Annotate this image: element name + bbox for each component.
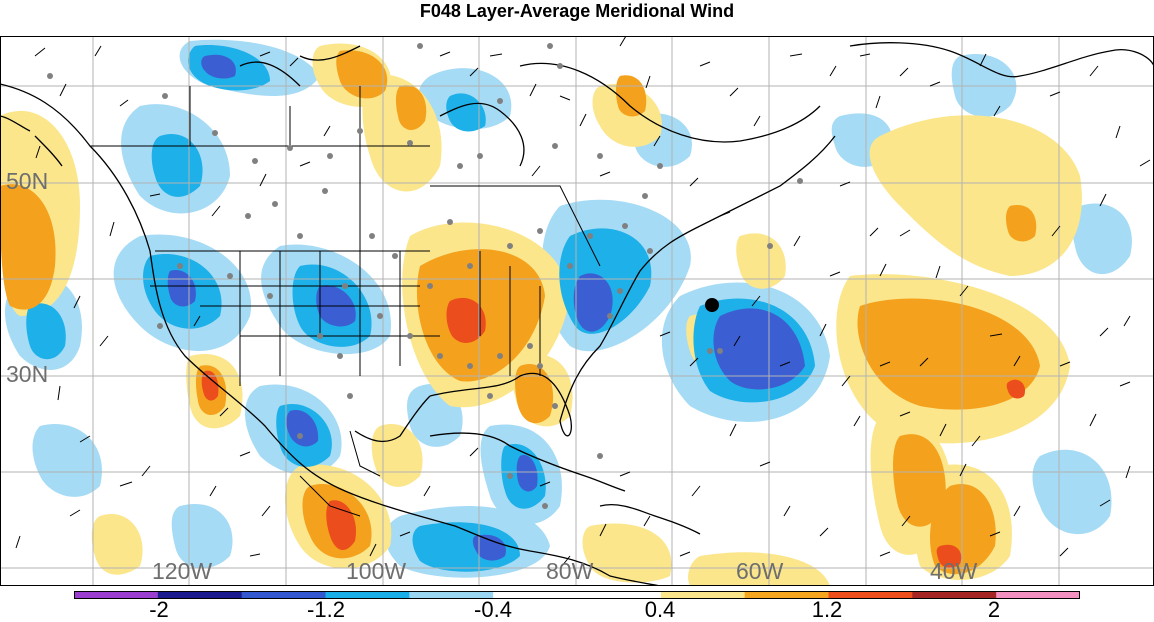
colorbar-tick-label: 2 — [987, 597, 1001, 622]
lat-label-30n: 30N — [6, 361, 49, 387]
colorbar-swatch — [996, 591, 1080, 599]
highlight-station-dot — [705, 298, 719, 312]
colorbar-swatch — [241, 591, 326, 599]
orange-contours — [0, 50, 1040, 575]
colorbar-swatch — [409, 591, 494, 599]
colorbar — [74, 591, 1080, 599]
colorbar-swatch — [74, 591, 159, 599]
lon-label-80w: 80W — [546, 558, 594, 584]
colorbar-border — [74, 591, 1080, 599]
colorbar-swatch — [157, 591, 243, 599]
colorbar-swatch — [577, 591, 662, 599]
station-dots — [47, 43, 803, 509]
wind-barbs — [15, 36, 1151, 567]
colorbar-swatch — [660, 591, 746, 599]
map-canvas — [0, 36, 1154, 586]
lat-label-50n: 50N — [6, 168, 49, 194]
colorbar-swatch — [325, 591, 410, 599]
lon-label-120w: 120W — [152, 558, 213, 584]
coastlines — [0, 42, 1154, 586]
colorbar-tick-label: -1.2 — [307, 597, 345, 622]
state-borders — [90, 86, 601, 517]
map-title: F048 Layer-Average Meridional Wind — [419, 1, 735, 21]
colorbar-tick-label: 1.2 — [811, 597, 843, 622]
colorbar-swatch — [744, 591, 829, 599]
colorbar-tick-label: -0.4 — [474, 597, 512, 622]
colorbar-tick-label: 0.4 — [644, 597, 676, 622]
colorbar-swatch — [828, 591, 913, 599]
colorbar-tick-label: -2 — [149, 597, 169, 622]
lon-label-100w: 100W — [346, 558, 407, 584]
wind-map: 50N 30N 120W 100W 80W 60W 40W — [0, 36, 1154, 586]
colorbar-swatches — [74, 591, 1080, 599]
colorbar-swatch — [912, 591, 997, 599]
colorbar-swatch — [493, 591, 578, 599]
lon-label-40w: 40W — [930, 558, 978, 584]
lon-label-60w: 60W — [736, 558, 784, 584]
